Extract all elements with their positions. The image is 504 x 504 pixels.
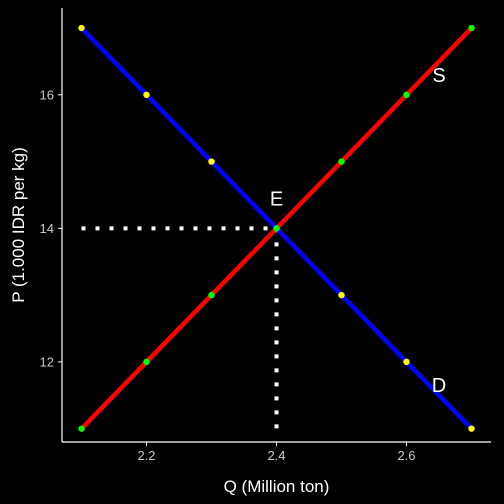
- chart-labels: Q (Million ton) P (1.000 IDR per kg) E S…: [9, 65, 446, 496]
- equilibrium-label: E: [270, 188, 283, 210]
- x-tick-label: 2.6: [397, 448, 415, 463]
- data-point-s-1: [143, 358, 150, 366]
- data-point-s-4: [338, 158, 345, 165]
- x-tick-label: 2.2: [137, 448, 155, 463]
- data-point-s-6: [468, 24, 475, 32]
- demand-curve-label: D: [432, 375, 446, 397]
- data-point-d-1: [143, 91, 150, 99]
- y-tick-label: 14: [40, 221, 54, 236]
- data-point-d-5: [403, 358, 410, 366]
- y-tick-label: 12: [40, 354, 54, 369]
- data-point-d-4: [338, 291, 345, 299]
- y-tick-label: 16: [40, 87, 54, 102]
- data-point-s-0: [78, 425, 85, 432]
- y-axis-title: P (1.000 IDR per kg): [9, 147, 28, 303]
- x-tick-label: 2.4: [267, 448, 285, 463]
- axis-ticks: 2.2 2.4 2.6 12 14 16: [40, 87, 416, 463]
- series-points: [78, 24, 475, 432]
- data-point-d-2: [208, 158, 215, 165]
- data-point-s-5: [403, 91, 410, 99]
- supply-curve-label: S: [432, 65, 445, 87]
- data-point-d-6: [468, 425, 475, 432]
- data-point-s-2: [208, 291, 215, 299]
- data-point-d-0: [78, 24, 85, 32]
- equilibrium-guides: [81, 226, 279, 429]
- data-point-d-3: [273, 225, 280, 232]
- x-axis-title: Q (Million ton): [224, 477, 330, 496]
